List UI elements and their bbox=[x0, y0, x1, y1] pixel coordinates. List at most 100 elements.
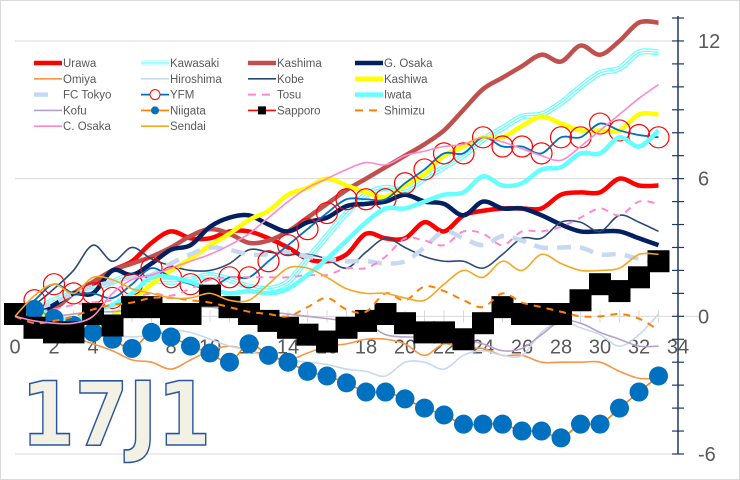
data-point-yfm bbox=[335, 188, 358, 211]
data-point-sapporo bbox=[647, 250, 670, 273]
data-point-sapporo bbox=[472, 312, 494, 335]
data-point-sapporo bbox=[43, 321, 65, 344]
legend-label: Tosu bbox=[277, 90, 301, 102]
data-point-niigata bbox=[473, 414, 493, 434]
series-shimizu bbox=[14, 285, 660, 331]
series-line-shimizu bbox=[14, 285, 660, 331]
legend-marker-sapporo bbox=[258, 106, 266, 115]
data-point-niigata bbox=[356, 382, 376, 402]
legend-item-kofu: Kofu bbox=[34, 105, 87, 117]
y-axis: -6 0 6 12 bbox=[672, 16, 720, 466]
x-tick-label: 4 bbox=[87, 336, 98, 358]
data-point-sapporo bbox=[452, 328, 475, 351]
data-point-niigata bbox=[415, 398, 434, 418]
x-tick-label: 32 bbox=[628, 336, 650, 358]
data-point-yfm bbox=[491, 135, 514, 158]
data-point-sapporo bbox=[589, 273, 611, 296]
data-point-niigata bbox=[590, 414, 610, 434]
data-point-niigata bbox=[395, 389, 415, 409]
series-line-c-osaka bbox=[14, 83, 659, 325]
legend-label: Omiya bbox=[63, 74, 97, 86]
data-point-sapporo bbox=[277, 316, 299, 339]
data-point-niigata bbox=[376, 382, 395, 402]
x-tick-label: 18 bbox=[355, 336, 377, 358]
legend-label: Kofu bbox=[63, 105, 87, 117]
legend-item-kashiwa: Kashiwa bbox=[355, 74, 428, 86]
data-point-niigata bbox=[259, 345, 278, 365]
data-point-niigata bbox=[571, 414, 590, 434]
data-point-niigata bbox=[337, 373, 356, 393]
series-sendai bbox=[14, 252, 659, 317]
series-line-niigata bbox=[14, 308, 660, 439]
series-sapporo bbox=[4, 250, 670, 353]
series-line-yfm bbox=[14, 122, 659, 318]
data-point-sapporo bbox=[628, 266, 650, 289]
data-point-niigata bbox=[239, 334, 259, 354]
legend-item-niigata: Niigata bbox=[141, 105, 206, 117]
legend-item-hiroshima: Hiroshima bbox=[141, 74, 222, 86]
legend-item-kashima: Kashima bbox=[248, 58, 322, 70]
data-point-niigata bbox=[434, 405, 454, 425]
data-point-yfm bbox=[42, 273, 66, 296]
data-point-niigata bbox=[649, 366, 668, 386]
data-point-sapporo bbox=[511, 303, 533, 326]
legend-item-sapporo: Sapporo bbox=[248, 105, 320, 117]
series-layer bbox=[4, 18, 670, 448]
x-tick-label: 20 bbox=[394, 336, 416, 358]
legend-item-tosu: Tosu bbox=[248, 90, 301, 102]
x-tick-label: 30 bbox=[589, 336, 611, 358]
legend-item-yfm: YFM bbox=[141, 89, 194, 102]
data-point-niigata bbox=[298, 361, 317, 381]
y-tick-label: -6 bbox=[698, 444, 716, 466]
data-point-niigata bbox=[278, 352, 298, 372]
legend-label: Iwata bbox=[384, 90, 412, 102]
data-point-yfm bbox=[276, 234, 300, 257]
data-point-sapporo bbox=[413, 321, 436, 344]
data-point-sapporo bbox=[491, 296, 514, 319]
x-tick-label: 14 bbox=[277, 336, 299, 358]
data-point-yfm bbox=[510, 135, 534, 158]
data-point-yfm bbox=[549, 126, 573, 149]
series-line-inner-kawasaki bbox=[14, 49, 659, 319]
data-point-sapporo bbox=[355, 309, 377, 332]
series-niigata bbox=[14, 299, 668, 448]
legend-item-kawasaki: Kawasaki bbox=[141, 58, 219, 70]
data-point-sapporo bbox=[101, 314, 124, 337]
data-point-yfm bbox=[647, 126, 670, 149]
data-point-niigata bbox=[161, 327, 181, 347]
data-point-yfm bbox=[315, 201, 339, 225]
legend-label: Kobe bbox=[277, 74, 304, 86]
data-point-sapporo bbox=[82, 303, 104, 326]
series-line-core-kawasaki bbox=[14, 50, 659, 317]
data-point-sapporo bbox=[530, 303, 553, 326]
data-point-niigata bbox=[25, 299, 44, 319]
legend-label: Urawa bbox=[63, 58, 97, 70]
data-point-sapporo bbox=[140, 296, 163, 319]
data-point-niigata bbox=[142, 322, 161, 342]
legend-item-sendai: Sendai bbox=[141, 121, 206, 133]
data-point-yfm bbox=[471, 126, 495, 149]
legend-item-c-osaka: C. Osaka bbox=[34, 121, 112, 133]
data-point-sapporo bbox=[335, 316, 358, 339]
data-point-sapporo bbox=[569, 289, 592, 312]
gridlines bbox=[15, 40, 678, 455]
data-point-sapporo bbox=[608, 280, 631, 303]
legend-item-omiya: Omiya bbox=[34, 74, 97, 86]
data-point-niigata bbox=[220, 352, 239, 372]
legend-item-shimizu: Shimizu bbox=[355, 105, 425, 117]
data-point-yfm bbox=[530, 142, 553, 165]
data-point-sapporo bbox=[199, 284, 221, 307]
x-tick-label: 8 bbox=[165, 336, 176, 358]
data-point-niigata bbox=[532, 421, 551, 441]
legend-label: Niigata bbox=[170, 105, 206, 117]
data-point-yfm bbox=[413, 158, 436, 181]
data-point-sapporo bbox=[296, 323, 319, 346]
legend-label: Kashima bbox=[277, 58, 322, 70]
data-point-sapporo bbox=[23, 316, 46, 339]
data-point-sapporo bbox=[433, 321, 455, 344]
data-point-niigata bbox=[551, 428, 571, 448]
watermark-text: 17J1 bbox=[21, 363, 211, 466]
legend-label: Hiroshima bbox=[170, 74, 222, 86]
